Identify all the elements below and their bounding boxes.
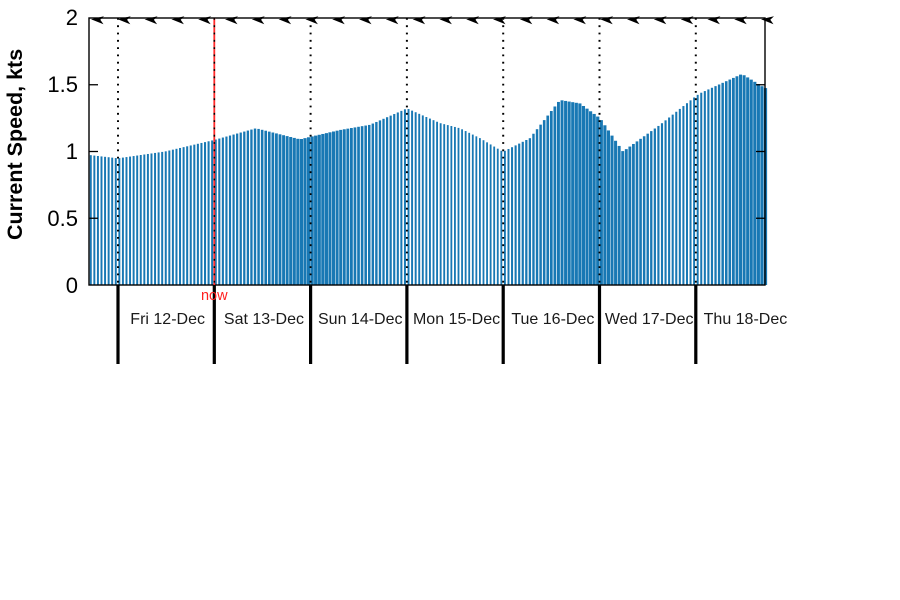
- svg-text:2: 2: [66, 5, 78, 30]
- svg-text:Current Speed, kts: Current Speed, kts: [3, 49, 27, 240]
- svg-text:Sat 13-Dec: Sat 13-Dec: [224, 311, 304, 328]
- svg-text:Fri 12-Dec: Fri 12-Dec: [130, 311, 205, 328]
- svg-text:now: now: [201, 288, 228, 304]
- svg-text:1: 1: [66, 139, 78, 164]
- svg-text:0.5: 0.5: [47, 206, 78, 231]
- svg-text:1.5: 1.5: [47, 72, 78, 97]
- svg-text:Mon 15-Dec: Mon 15-Dec: [413, 311, 500, 328]
- svg-text:Thu 18-Dec: Thu 18-Dec: [704, 311, 788, 328]
- svg-text:0: 0: [66, 273, 78, 298]
- svg-text:Sun 14-Dec: Sun 14-Dec: [318, 311, 403, 328]
- svg-text:Tue 16-Dec: Tue 16-Dec: [511, 311, 594, 328]
- svg-text:Wed 17-Dec: Wed 17-Dec: [605, 311, 694, 328]
